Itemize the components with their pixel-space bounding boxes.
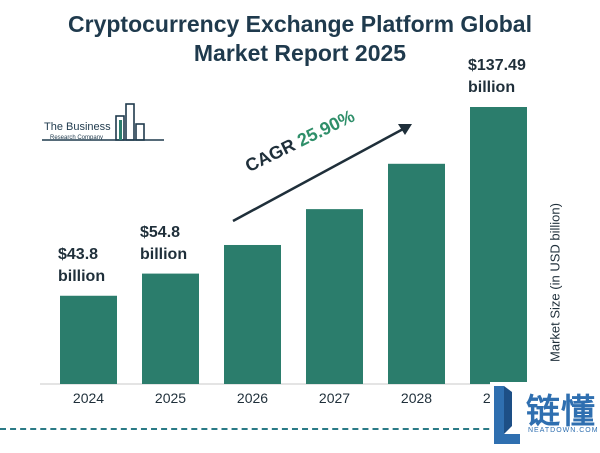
y-axis-label: Market Size (in USD billion) <box>547 203 563 362</box>
x-tick-label-2024: 2024 <box>72 390 105 406</box>
watermark-l-icon <box>494 386 520 444</box>
bar-2027 <box>306 209 363 384</box>
data-label-2025: $54.8 billion <box>140 223 188 263</box>
logo-subname: Research Company <box>50 135 104 141</box>
logo-bars-icon <box>42 103 164 141</box>
watermark <box>490 382 600 450</box>
data-label-2029: $137.49 billion <box>468 57 526 96</box>
bar-2024 <box>60 295 117 384</box>
x-tick-label-2027: 2027 <box>318 390 351 406</box>
bar-2029 <box>470 107 527 384</box>
watermark-text: 链懂 <box>526 392 596 432</box>
footer-dashed-divider <box>0 428 600 430</box>
chart-title: Cryptocurrency Exchange Platform Global … <box>68 11 532 66</box>
watermark-subtext: NEATDOWN.COM <box>528 427 599 434</box>
logo-name: The Business <box>44 121 111 133</box>
bar-2028 <box>388 163 445 384</box>
x-tick-label-2026: 2026 <box>236 390 269 406</box>
data-label-2024: $43.8 billion <box>58 245 106 285</box>
cagr-arrow <box>232 124 412 223</box>
x-tick-label-2028: 2028 <box>400 390 433 406</box>
bar-2026 <box>224 244 281 384</box>
bar-2025 <box>142 273 199 384</box>
x-tick-label-2025: 2025 <box>154 390 187 406</box>
company-logo: The Business Research Company <box>42 102 172 150</box>
